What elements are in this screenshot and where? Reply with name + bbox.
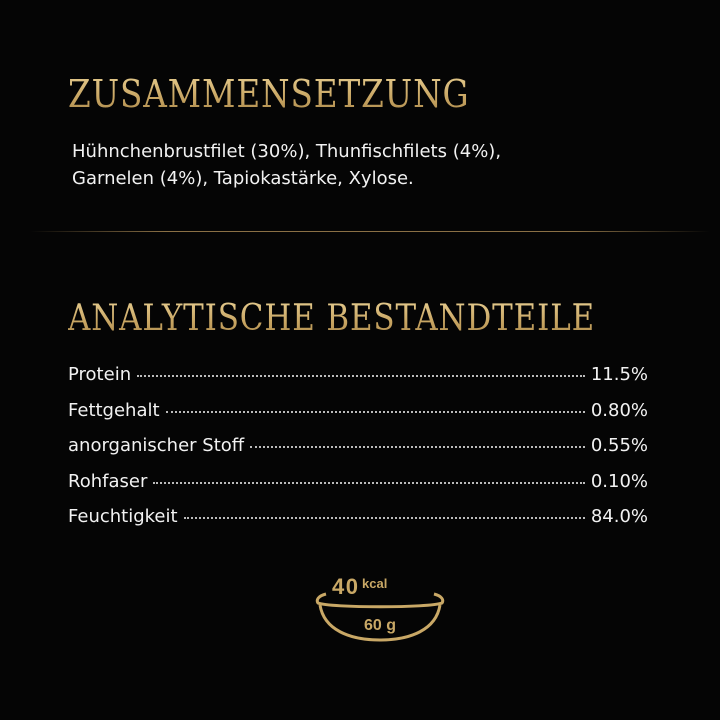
dot-leader xyxy=(137,374,585,377)
composition-line: Hühnchenbrustfilet (30%), Thunfischfilet… xyxy=(72,141,502,162)
row-value: 0.10% xyxy=(590,470,648,492)
row-value: 11.5% xyxy=(590,364,648,385)
row-value: 0.55% xyxy=(590,435,648,456)
dot-leader xyxy=(153,481,585,484)
analysis-table: Protein 11.5% Fettgehalt 0.80% anorganisch… xyxy=(68,364,648,542)
composition-line: Garnelen (4%), Tapiokastärke, Xylose. xyxy=(72,168,414,189)
composition-title: ZUSAMMENSETZUNG xyxy=(68,72,470,116)
dot-leader xyxy=(250,445,585,448)
analysis-row: anorganischer Stoff 0.55% xyxy=(68,435,648,471)
energy-value: 40 xyxy=(332,574,358,599)
row-value: 84.0% xyxy=(590,506,648,527)
analysis-row: Fettgehalt 0.80% xyxy=(68,400,648,436)
analysis-row: Feuchtigkeit 84.0% xyxy=(68,506,648,542)
analysis-title: ANALYTISCHE BESTANDTEILE xyxy=(68,298,596,339)
bowl-icon: 40 kcal 60 g xyxy=(315,574,445,642)
energy-unit: kcal xyxy=(362,576,387,591)
dot-leader xyxy=(183,516,585,519)
serving-weight: 60 g xyxy=(364,617,396,634)
row-label: Feuchtigkeit xyxy=(68,506,178,527)
row-label: Protein xyxy=(68,364,132,385)
divider xyxy=(30,231,710,232)
composition-text: Hühnchenbrustfilet (30%), Thunfischfilet… xyxy=(72,138,501,192)
row-label: anorganischer Stoff xyxy=(68,435,245,456)
row-value: 0.80% xyxy=(590,399,648,421)
row-label: Rohfaser xyxy=(68,470,148,492)
row-label: Fettgehalt xyxy=(68,399,160,421)
analysis-row: Protein 11.5% xyxy=(68,364,648,400)
dot-leader xyxy=(165,410,585,413)
analysis-row: Rohfaser 0.10% xyxy=(68,471,648,507)
